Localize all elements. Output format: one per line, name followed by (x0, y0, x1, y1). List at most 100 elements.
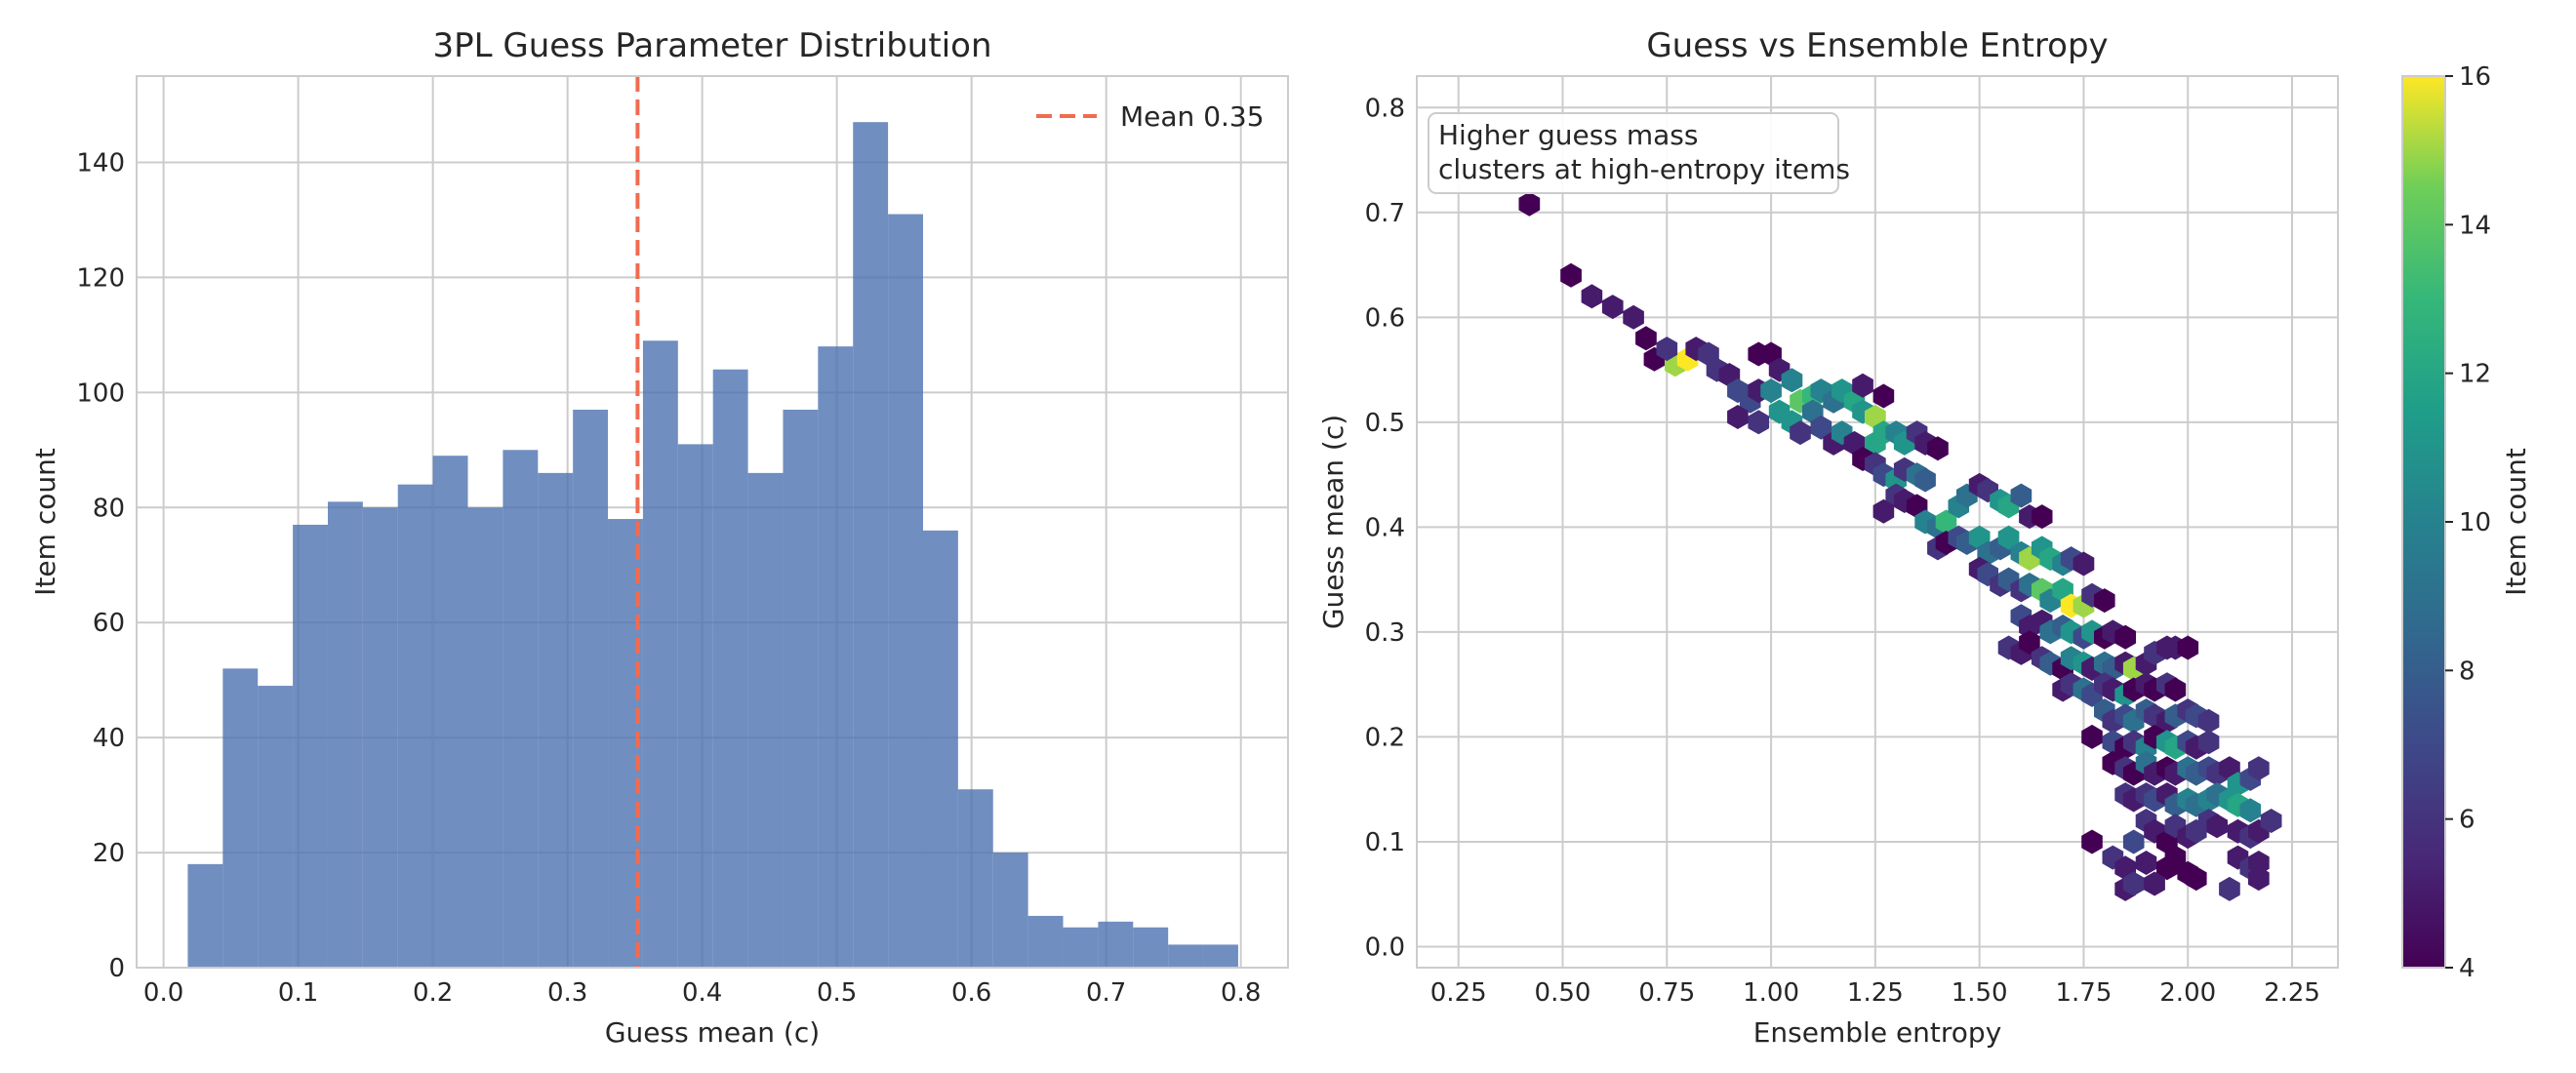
hex-cell-2 (1581, 284, 1603, 309)
hex-xtick-label-6: 1.75 (2055, 978, 2112, 1008)
hist-bar-16 (747, 472, 784, 968)
hist-bar-6 (397, 484, 433, 968)
hex-cell-20 (1760, 378, 1782, 404)
hexbin-cells (1518, 191, 2282, 901)
histogram-x-ticks: 0.0 0.1 0.2 0.3 0.4 0.5 0.6 0.7 0.8 (143, 978, 1261, 1008)
histogram-panel: 0.0 0.1 0.2 0.3 0.4 0.5 0.6 0.7 0.8 0 20 40 60 80 100… (29, 26, 1289, 1049)
hex-cell-192 (2122, 829, 2145, 854)
hex-xtick-label-0: 0.25 (1430, 978, 1487, 1008)
hex-ytick-label-8: 0.8 (1365, 94, 1405, 123)
hex-cell-213 (2248, 851, 2270, 875)
histogram-bars (187, 122, 1238, 969)
colorbar: 4 6 8 10 12 14 16 Item count (2401, 62, 2532, 983)
hist-xtick-label-3: 0.3 (547, 978, 587, 1008)
hex-cell-110 (2114, 624, 2136, 650)
hex-cell-36 (1810, 415, 1832, 440)
hex-cell-177 (2248, 756, 2270, 781)
hex-ytick-label-4: 0.4 (1365, 513, 1405, 542)
hex-cell-207 (2135, 851, 2157, 875)
hex-cell-151 (2197, 708, 2220, 734)
hex-xtick-label-1: 0.50 (1535, 978, 1591, 1008)
hex-cell-162 (2197, 730, 2220, 755)
hist-bar-1 (222, 668, 259, 968)
hex-cell-0 (1518, 191, 1541, 217)
histogram-x-label: Guess mean (c) (605, 1016, 820, 1049)
hex-cell-217 (2185, 866, 2207, 892)
hex-cell-9 (1656, 337, 1678, 362)
hex-cell-4 (1623, 304, 1644, 330)
histogram-axes-frame (136, 75, 1289, 969)
hex-ytick-label-0: 0.0 (1365, 933, 1405, 962)
hex-cell-219 (2248, 866, 2270, 892)
hexbin-annotation: Higher guess mass clusters at high-entro… (1428, 112, 1850, 194)
hist-xtick-label-8: 0.8 (1221, 978, 1261, 1008)
hist-bar-17 (783, 410, 819, 968)
colorbar-tick-label-3: 10 (2459, 508, 2491, 537)
hist-ytick-label-0: 0 (108, 954, 125, 983)
hist-bar-11 (573, 410, 609, 968)
hist-ytick-label-1: 20 (93, 839, 125, 868)
hex-cell-33 (1872, 383, 1895, 409)
hist-ytick-label-2: 40 (93, 724, 125, 753)
hex-cell-190 (2239, 798, 2262, 823)
hist-bar-8 (467, 507, 503, 968)
hex-cell-86 (2073, 551, 2095, 576)
colorbar-tick-label-4: 12 (2459, 360, 2491, 389)
hist-xtick-label-5: 0.5 (817, 978, 857, 1008)
hexbin-x-label: Ensemble entropy (1753, 1016, 2002, 1049)
hex-cell-34 (1852, 373, 1873, 398)
hex-ytick-label-7: 0.7 (1365, 199, 1405, 228)
hist-bar-4 (327, 501, 363, 968)
hex-cell-23 (1727, 405, 1749, 429)
histogram-legend: Mean 0.35 (1036, 100, 1265, 133)
hex-xtick-label-7: 2.00 (2159, 978, 2216, 1008)
histogram-y-ticks: 0 20 40 60 80 100 120 140 (76, 148, 125, 983)
hex-cell-128 (2177, 635, 2199, 660)
hexbin-plot-area (1417, 76, 2338, 968)
hex-cell-3 (1601, 295, 1624, 320)
hex-ytick-label-1: 0.1 (1365, 828, 1405, 857)
colorbar-tick-label-6: 16 (2459, 62, 2491, 92)
hex-cell-22 (1748, 410, 1770, 435)
hist-ytick-label-5: 100 (76, 378, 125, 408)
hexbin-y-label: Guess mean (c) (1317, 415, 1349, 629)
hexbin-y-ticks: 0.0 0.1 0.2 0.3 0.4 0.5 0.6 0.7 0.8 (1365, 94, 1405, 962)
hist-xtick-label-2: 0.2 (413, 978, 453, 1008)
hex-cell-55 (1914, 467, 1936, 493)
hex-ytick-label-2: 0.2 (1365, 723, 1405, 752)
hexbin-grid (1417, 76, 2338, 968)
hist-bar-20 (888, 214, 923, 968)
colorbar-gradient (2401, 75, 2446, 969)
hexbin-axes-frame (1416, 75, 2339, 969)
hex-xtick-label-4: 1.25 (1847, 978, 1904, 1008)
hex-ytick-label-3: 0.3 (1365, 618, 1405, 648)
hist-xtick-label-0: 0.0 (143, 978, 183, 1008)
hist-bar-21 (922, 530, 958, 968)
annotation-line-2: clusters at high-entropy items (1438, 153, 1850, 185)
hist-bar-29 (1203, 944, 1238, 968)
hex-cell-152 (2081, 724, 2103, 749)
hex-ytick-label-5: 0.5 (1365, 409, 1405, 438)
hist-bar-14 (677, 444, 713, 968)
hex-cell-59 (1872, 498, 1895, 524)
hist-bar-26 (1098, 921, 1134, 968)
hex-cell-215 (2122, 871, 2145, 896)
annotation-line-1: Higher guess mass (1438, 119, 1698, 151)
hex-cell-191 (2081, 829, 2103, 854)
hex-cell-5 (1635, 326, 1657, 351)
hex-cell-38 (1790, 420, 1811, 446)
hist-bar-25 (1063, 927, 1099, 968)
hex-cell-218 (2219, 876, 2240, 901)
annotation-box (1428, 112, 1839, 194)
hist-xtick-label-6: 0.6 (951, 978, 991, 1008)
hex-cell-71 (2031, 504, 2053, 530)
hist-ytick-label-6: 120 (76, 263, 125, 293)
hex-xtick-label-5: 1.50 (1952, 978, 2008, 1008)
hex-cell-79 (1997, 525, 2020, 550)
hexbin-panel: 0.25 0.50 0.75 1.00 1.25 1.50 1.75 2.00 2.25 0.0… (1317, 26, 2339, 1049)
legend-mean-label: Mean 0.35 (1120, 100, 1265, 133)
hist-bar-9 (503, 450, 539, 969)
hist-bar-7 (432, 456, 468, 968)
colorbar-tick-label-1: 6 (2459, 806, 2475, 835)
hist-bar-15 (712, 369, 748, 968)
